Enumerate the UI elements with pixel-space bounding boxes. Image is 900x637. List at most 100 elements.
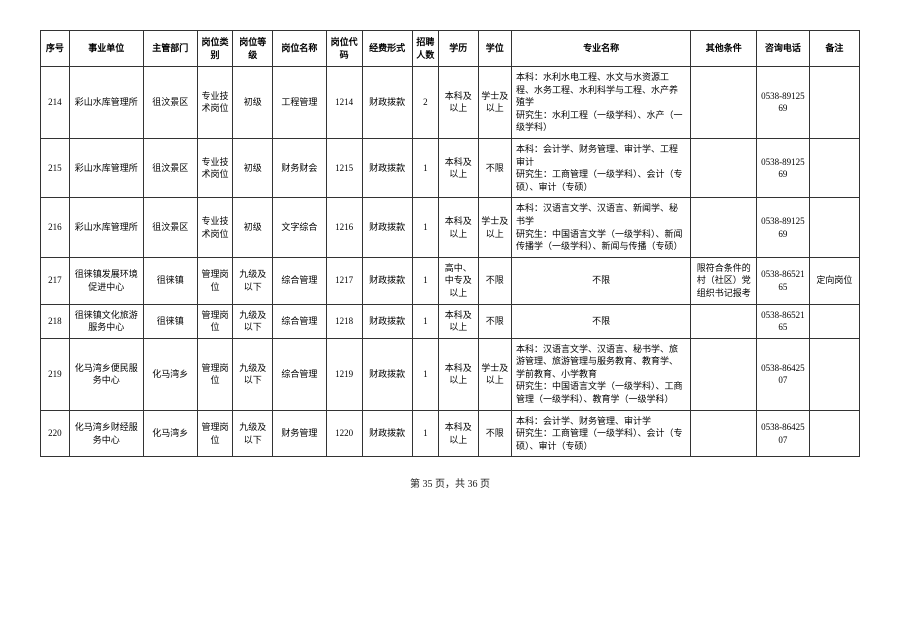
cell-remark	[809, 138, 859, 197]
cell-name: 工程管理	[272, 67, 326, 139]
cell-other	[691, 304, 757, 338]
cell-remark	[809, 338, 859, 410]
cell-unit: 彩山水库管理所	[69, 138, 143, 197]
cell-code: 1219	[326, 338, 362, 410]
col-dept: 主管部门	[143, 31, 197, 67]
cell-deg: 学士及以上	[478, 338, 511, 410]
cell-phone: 0538-8642507	[757, 338, 810, 410]
cell-seq: 220	[41, 410, 70, 457]
cell-unit: 化马湾乡财经服务中心	[69, 410, 143, 457]
cell-cat: 管理岗位	[197, 304, 233, 338]
cell-major: 本科：会计学、财务管理、审计学研究生：工商管理（一级学科）、会计（专硕）、审计（…	[512, 410, 691, 457]
cell-dept: 化马湾乡	[143, 410, 197, 457]
cell-num: 1	[412, 410, 438, 457]
cell-unit: 徂徕镇文化旅游服务中心	[69, 304, 143, 338]
cell-deg: 学士及以上	[478, 198, 511, 257]
cell-cat: 管理岗位	[197, 257, 233, 304]
cell-other: 限符合条件的村（社区）党组织书记报考	[691, 257, 757, 304]
cell-deg: 不限	[478, 410, 511, 457]
cell-num: 1	[412, 198, 438, 257]
cell-code: 1220	[326, 410, 362, 457]
table-row: 220化马湾乡财经服务中心化马湾乡管理岗位九级及以下财务管理1220财政拨款1本…	[41, 410, 860, 457]
cell-fund: 财政拨款	[362, 138, 412, 197]
recruitment-table: 序号 事业单位 主管部门 岗位类别 岗位等级 岗位名称 岗位代码 经费形式 招聘…	[40, 30, 860, 457]
col-code: 岗位代码	[326, 31, 362, 67]
table-row: 217徂徕镇发展环境促进中心徂徕镇管理岗位九级及以下综合管理1217财政拨款1高…	[41, 257, 860, 304]
cell-level: 初级	[233, 138, 272, 197]
cell-seq: 214	[41, 67, 70, 139]
cell-dept: 徂徕镇	[143, 304, 197, 338]
cell-other	[691, 67, 757, 139]
cell-seq: 217	[41, 257, 70, 304]
col-deg: 学位	[478, 31, 511, 67]
cell-seq: 218	[41, 304, 70, 338]
cell-major: 本科：水利水电工程、水文与水资源工程、水务工程、水利科学与工程、水产养殖学研究生…	[512, 67, 691, 139]
col-unit: 事业单位	[69, 31, 143, 67]
cell-phone: 0538-8642507	[757, 410, 810, 457]
cell-major: 不限	[512, 257, 691, 304]
cell-other	[691, 198, 757, 257]
cell-num: 1	[412, 304, 438, 338]
cell-major: 本科：汉语言文学、汉语言、秘书学、旅游管理、旅游管理与服务教育、教育学、学前教育…	[512, 338, 691, 410]
col-other: 其他条件	[691, 31, 757, 67]
cell-level: 初级	[233, 67, 272, 139]
cell-phone: 0538-8912569	[757, 138, 810, 197]
cell-remark	[809, 410, 859, 457]
cell-edu: 高中、中专及以上	[439, 257, 478, 304]
cell-remark	[809, 304, 859, 338]
table-row: 215彩山水库管理所徂汶景区专业技术岗位初级财务财会1215财政拨款1本科及以上…	[41, 138, 860, 197]
cell-dept: 徂徕镇	[143, 257, 197, 304]
col-fund: 经费形式	[362, 31, 412, 67]
col-major: 专业名称	[512, 31, 691, 67]
cell-level: 九级及以下	[233, 338, 272, 410]
cell-cat: 管理岗位	[197, 338, 233, 410]
cell-unit: 彩山水库管理所	[69, 67, 143, 139]
cell-fund: 财政拨款	[362, 304, 412, 338]
cell-name: 财务管理	[272, 410, 326, 457]
cell-cat: 专业技术岗位	[197, 67, 233, 139]
cell-fund: 财政拨款	[362, 410, 412, 457]
cell-other	[691, 410, 757, 457]
cell-remark	[809, 198, 859, 257]
col-num: 招聘人数	[412, 31, 438, 67]
col-phone: 咨询电话	[757, 31, 810, 67]
table-row: 219化马湾乡便民服务中心化马湾乡管理岗位九级及以下综合管理1219财政拨款1本…	[41, 338, 860, 410]
col-edu: 学历	[439, 31, 478, 67]
cell-fund: 财政拨款	[362, 198, 412, 257]
cell-phone: 0538-8912569	[757, 198, 810, 257]
cell-code: 1217	[326, 257, 362, 304]
cell-unit: 徂徕镇发展环境促进中心	[69, 257, 143, 304]
cell-seq: 216	[41, 198, 70, 257]
cell-level: 九级及以下	[233, 304, 272, 338]
table-row: 216彩山水库管理所徂汶景区专业技术岗位初级文字综合1216财政拨款1本科及以上…	[41, 198, 860, 257]
cell-level: 九级及以下	[233, 410, 272, 457]
cell-fund: 财政拨款	[362, 257, 412, 304]
col-seq: 序号	[41, 31, 70, 67]
table-row: 218徂徕镇文化旅游服务中心徂徕镇管理岗位九级及以下综合管理1218财政拨款1本…	[41, 304, 860, 338]
cell-edu: 本科及以上	[439, 410, 478, 457]
cell-major: 本科：汉语言文学、汉语言、新闻学、秘书学研究生：中国语言文学（一级学科）、新闻传…	[512, 198, 691, 257]
cell-level: 九级及以下	[233, 257, 272, 304]
cell-edu: 本科及以上	[439, 67, 478, 139]
cell-phone: 0538-8652165	[757, 304, 810, 338]
cell-num: 1	[412, 257, 438, 304]
col-cat: 岗位类别	[197, 31, 233, 67]
cell-remark: 定向岗位	[809, 257, 859, 304]
cell-deg: 不限	[478, 138, 511, 197]
cell-name: 综合管理	[272, 338, 326, 410]
cell-name: 财务财会	[272, 138, 326, 197]
cell-unit: 彩山水库管理所	[69, 198, 143, 257]
cell-code: 1216	[326, 198, 362, 257]
cell-code: 1218	[326, 304, 362, 338]
cell-fund: 财政拨款	[362, 67, 412, 139]
cell-phone: 0538-8652165	[757, 257, 810, 304]
cell-name: 文字综合	[272, 198, 326, 257]
cell-deg: 不限	[478, 257, 511, 304]
cell-unit: 化马湾乡便民服务中心	[69, 338, 143, 410]
cell-name: 综合管理	[272, 304, 326, 338]
cell-remark	[809, 67, 859, 139]
cell-other	[691, 338, 757, 410]
table-header-row: 序号 事业单位 主管部门 岗位类别 岗位等级 岗位名称 岗位代码 经费形式 招聘…	[41, 31, 860, 67]
cell-dept: 徂汶景区	[143, 138, 197, 197]
cell-seq: 219	[41, 338, 70, 410]
